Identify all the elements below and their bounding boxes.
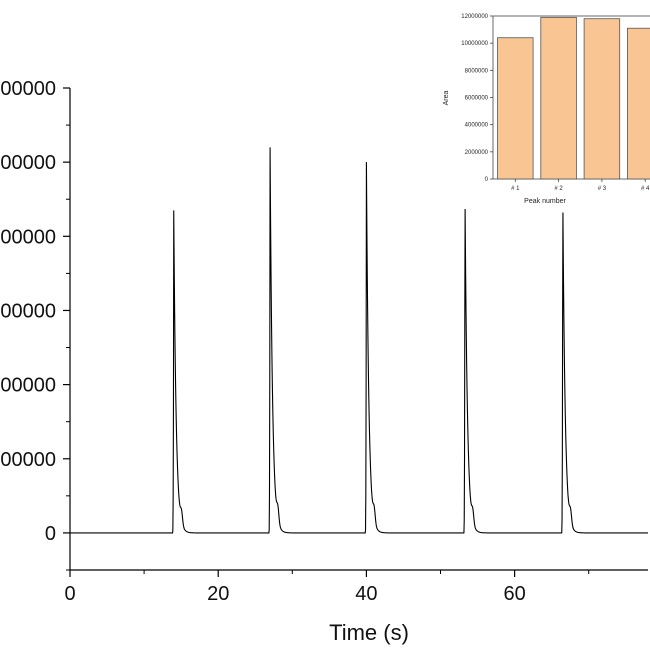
x-axis-label: Time (s) (329, 620, 409, 645)
inset-x-tick-label: # 1 (511, 186, 520, 192)
inset-x-axis-label: Peak number (524, 198, 566, 205)
bar (583, 18, 621, 180)
main-plot: 0000000000000000000000000000000000000020… (0, 78, 648, 645)
inset-y-tick-label: 12000000 (461, 14, 488, 20)
x-tick-label: 20 (207, 583, 229, 605)
inset-y-tick-label: 0 (485, 177, 489, 183)
y-tick-label: 000000 (0, 300, 56, 322)
inset-y-tick-label: 10000000 (461, 41, 488, 47)
x-tick-label: 40 (355, 583, 377, 605)
x-tick-label: 0 (64, 583, 75, 605)
y-tick-label: 000000 (0, 226, 56, 248)
bar (627, 27, 650, 180)
y-tick-label: 000000 (0, 375, 56, 397)
bar (497, 37, 534, 180)
y-tick-label: 000000 (0, 152, 56, 174)
inset-y-tick-label: 4000000 (465, 123, 489, 129)
bar (540, 16, 577, 180)
chromatogram-trace (70, 147, 648, 534)
inset-x-tick-label: # 2 (554, 186, 563, 192)
inset-x-tick-label: # 4 (641, 186, 650, 192)
inset-y-axis-label: Area (443, 91, 450, 106)
inset-y-tick-label: 2000000 (465, 150, 489, 156)
inset-y-tick-label: 8000000 (465, 68, 489, 74)
x-tick-label: 60 (503, 583, 525, 605)
y-tick-label: 000000 (0, 78, 56, 100)
y-tick-label: 000000 (0, 449, 56, 471)
inset-bar-chart: # 1 # 2 # 3 # 4 0 2000000 4000000 6000000 800000… (443, 14, 650, 205)
y-tick-label: 0 (45, 523, 56, 545)
inset-y-tick-label: 6000000 (465, 96, 489, 102)
inset-x-tick-label: # 3 (598, 186, 607, 192)
